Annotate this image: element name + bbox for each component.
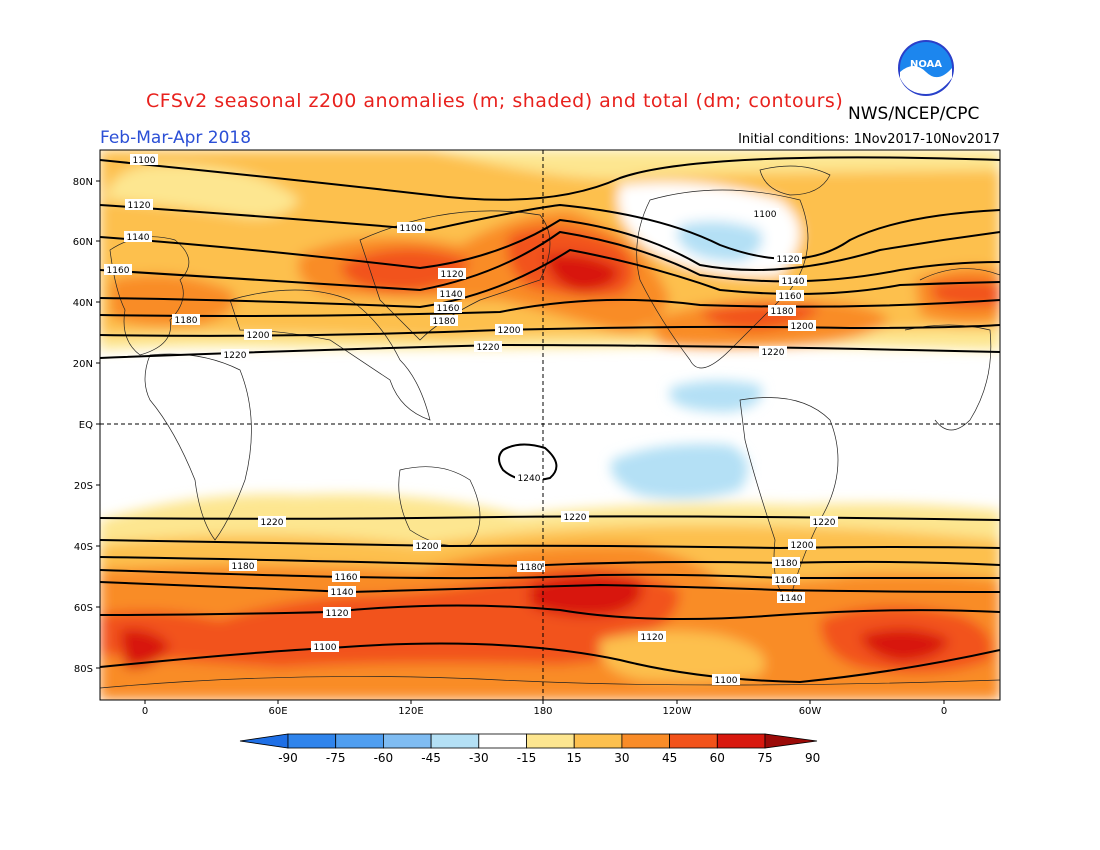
colorbar-label: -30 xyxy=(469,751,489,765)
contour-label: 1140 xyxy=(331,588,354,598)
colorbar: -90 -75 -60 -45 -30 -15 15 30 45 60 75 90 xyxy=(239,733,820,765)
noaa-logo-icon: NOAA xyxy=(898,40,954,96)
chart-title: CFSv2 seasonal z200 anomalies (m; shaded… xyxy=(146,90,844,112)
contour-label: 1180 xyxy=(232,562,255,572)
forecast-period: Feb-Mar-Apr 2018 xyxy=(100,128,252,148)
map-frame xyxy=(99,149,1001,701)
lon-tick-label: 180 xyxy=(533,706,552,717)
colorbar-label: 15 xyxy=(567,751,582,765)
colorbar-swatch xyxy=(287,733,337,749)
colorbar-label: 75 xyxy=(757,751,772,765)
contour-label: 1160 xyxy=(335,573,358,583)
contour-label: 1220 xyxy=(261,518,284,528)
contour-label: 1120 xyxy=(641,633,664,643)
contour-label: 1180 xyxy=(775,559,798,569)
lat-tick-label: 60S xyxy=(74,603,93,614)
colorbar-label: 90 xyxy=(805,751,820,765)
contour-label: 1140 xyxy=(127,233,150,243)
colorbar-swatch xyxy=(621,733,671,749)
colorbar-swatch xyxy=(382,733,432,749)
contour-label: 1180 xyxy=(520,563,543,573)
colorbar-label: 60 xyxy=(710,751,725,765)
colorbar-label: -90 xyxy=(278,751,298,765)
colorbar-label: 45 xyxy=(662,751,677,765)
contour-label: 1100 xyxy=(715,676,738,686)
contour-label: 1180 xyxy=(771,307,794,317)
lat-tick-label: 80N xyxy=(73,177,93,188)
contour-label-group: 1100 1120 1140 1160 1180 1200 1220 1100 … xyxy=(104,154,838,686)
contour-label: 1120 xyxy=(326,609,349,619)
colorbar-label: -15 xyxy=(517,751,537,765)
contour-label: 1180 xyxy=(175,316,198,326)
contour-label: 1180 xyxy=(433,317,456,327)
colorbar-label: -60 xyxy=(374,751,394,765)
initial-conditions: Initial conditions: 1Nov2017-10Nov2017 xyxy=(738,132,1000,147)
contour-label: 1100 xyxy=(754,210,777,220)
contour-label: 1140 xyxy=(782,277,805,287)
contour-label: 1200 xyxy=(247,331,270,341)
contour-label: 1120 xyxy=(441,270,464,280)
colorbar-swatch xyxy=(573,733,623,749)
contour-label: 1160 xyxy=(775,576,798,586)
contour-label: 1160 xyxy=(779,292,802,302)
reference-lines xyxy=(100,150,1000,700)
lat-tick-label: 60N xyxy=(73,237,93,248)
lon-tick-label: 60W xyxy=(799,706,822,717)
colorbar-label: -45 xyxy=(421,751,441,765)
contour-label: 1200 xyxy=(498,326,521,336)
colorbar-swatch xyxy=(430,733,480,749)
contour-label: 1220 xyxy=(477,343,500,353)
colorbar-arrow-right xyxy=(764,733,818,749)
contour-label: 1120 xyxy=(128,201,151,211)
contour-label: 1200 xyxy=(791,541,814,551)
colorbar-swatch xyxy=(669,733,718,749)
contour-label: 1140 xyxy=(780,594,803,604)
contour-label: 1100 xyxy=(400,224,423,234)
lon-tick-label: 0 xyxy=(941,706,947,717)
colorbar-label: -75 xyxy=(326,751,346,765)
lon-tick-label: 0 xyxy=(142,706,148,717)
contour-label: 1240 xyxy=(518,474,541,484)
colorbar-swatch xyxy=(716,733,766,749)
lat-axis: 80N 60N 40N 20N EQ 20S 40S 60S 80S xyxy=(73,177,100,675)
lon-axis: 0 60E 120E 180 120W 60W 0 xyxy=(142,700,947,717)
contour-label: 1120 xyxy=(777,255,800,265)
colorbar-swatch xyxy=(526,733,575,749)
lat-tick-label: 80S xyxy=(74,664,93,675)
lon-tick-label: 120E xyxy=(398,706,423,717)
colorbar-arrow-left xyxy=(239,733,289,749)
contour-lines xyxy=(100,156,1000,684)
contour-label: 1200 xyxy=(416,542,439,552)
agency-label: NWS/NCEP/CPC xyxy=(848,104,980,124)
lon-tick-label: 120W xyxy=(663,706,692,717)
logo-text: NOAA xyxy=(910,59,942,70)
contour-label: 1220 xyxy=(564,513,587,523)
contour-label: 1220 xyxy=(224,351,247,361)
lat-tick-label: 40N xyxy=(73,298,93,309)
lat-tick-label: 20N xyxy=(73,359,93,370)
contour-label: 1200 xyxy=(791,322,814,332)
contour-label: 1220 xyxy=(762,348,785,358)
contour-label: 1100 xyxy=(133,156,156,166)
lon-tick-label: 60E xyxy=(268,706,287,717)
lat-tick-label: EQ xyxy=(79,420,93,431)
lat-tick-label: 40S xyxy=(74,542,93,553)
contour-label: 1160 xyxy=(107,266,130,276)
colorbar-swatch xyxy=(335,733,384,749)
contour-label: 1140 xyxy=(440,290,463,300)
contour-label: 1220 xyxy=(813,518,836,528)
colorbar-swatch xyxy=(478,733,527,749)
colorbar-label: 30 xyxy=(614,751,629,765)
lat-tick-label: 20S xyxy=(74,481,93,492)
contour-label: 1100 xyxy=(314,643,337,653)
contour-label: 1160 xyxy=(437,304,460,314)
